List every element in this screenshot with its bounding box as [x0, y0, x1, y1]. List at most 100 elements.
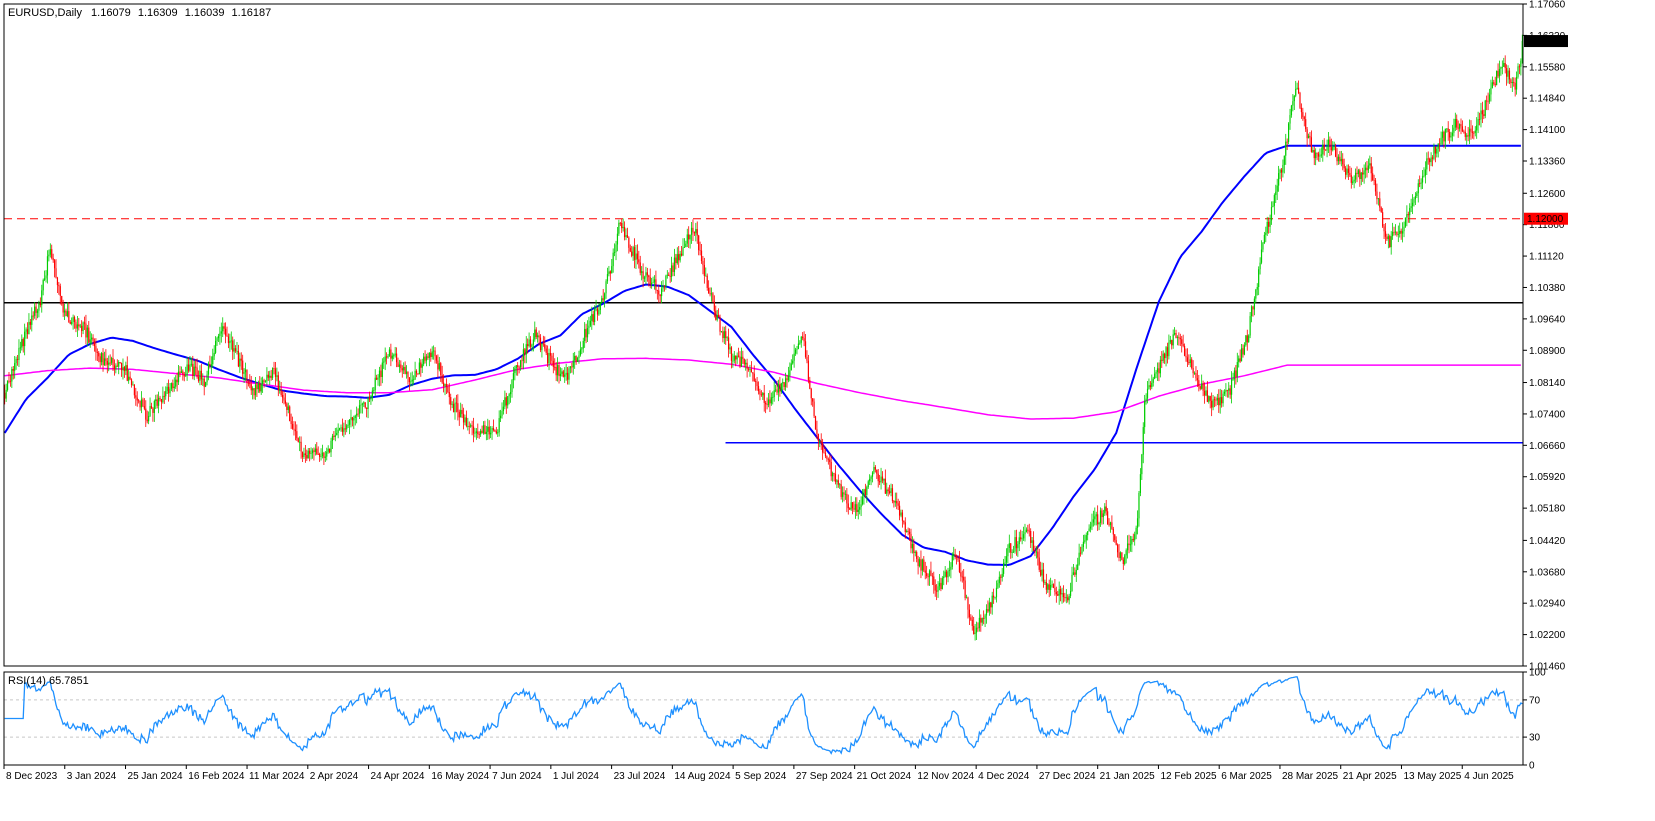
price-axis[interactable]: 1.170601.163201.155801.148401.141001.133… — [1523, 0, 1568, 673]
candle-body — [1458, 124, 1461, 129]
candle-body — [73, 317, 76, 323]
candle-body — [229, 341, 231, 344]
candle-body — [468, 425, 470, 427]
candle-body — [142, 399, 144, 407]
candle-body — [166, 386, 168, 392]
time-axis[interactable]: 8 Dec 2023 3 Jan 2024 25 Jan 2024 16 Feb 20… — [3, 765, 1514, 782]
candle-body — [32, 315, 34, 317]
candle-body — [1155, 372, 1157, 374]
candle-body — [726, 337, 728, 339]
time-tick-label: 4 Jun 2025 — [1464, 771, 1514, 782]
candle-body — [1464, 131, 1466, 137]
candle-body — [511, 379, 513, 392]
candle-body — [219, 333, 221, 336]
candle-body — [495, 431, 497, 434]
candle-body — [1060, 589, 1062, 595]
candle-body — [79, 325, 81, 327]
candle-body — [870, 476, 872, 479]
candle-body — [276, 375, 278, 377]
candle-body — [863, 489, 865, 497]
candle-body — [499, 415, 502, 419]
candle-body — [846, 493, 848, 504]
candle-body — [123, 367, 126, 371]
candle-body — [311, 450, 314, 454]
candle-body — [81, 325, 83, 332]
candle-body — [596, 308, 599, 315]
main-panel[interactable] — [3, 3, 1524, 667]
candle-body — [1088, 528, 1090, 532]
candle-body — [291, 424, 294, 429]
candle-body — [1136, 518, 1139, 528]
candle-body — [197, 376, 200, 381]
candle-body — [1466, 135, 1468, 137]
candle-body — [1409, 208, 1411, 216]
candle-body — [75, 322, 77, 329]
candle-body — [418, 362, 420, 375]
price-tick-label: 1.14840 — [1529, 94, 1566, 105]
candle-body — [150, 406, 153, 409]
candle-body — [571, 366, 573, 368]
candle-body — [859, 507, 861, 510]
candle-body — [423, 356, 425, 365]
candle-body — [588, 325, 590, 329]
candle-body — [224, 328, 227, 336]
candle-body — [1473, 132, 1475, 134]
candle-body — [1171, 340, 1173, 346]
candle-body — [1500, 67, 1502, 69]
candle-body — [527, 344, 529, 347]
candle-body — [556, 365, 559, 376]
candle-body — [1078, 552, 1080, 565]
candle-body — [880, 476, 882, 483]
candle-body — [1112, 528, 1114, 535]
candle-body — [631, 251, 633, 256]
candle-body — [800, 336, 802, 343]
candle-body — [1506, 68, 1508, 77]
candle-body — [662, 285, 664, 289]
candle-body — [604, 293, 606, 300]
candle-body — [1437, 143, 1439, 149]
candle-body — [1443, 131, 1445, 142]
candle-body — [344, 428, 346, 430]
candle-body — [175, 379, 177, 387]
candle-body — [113, 365, 116, 370]
candle-body — [417, 373, 419, 375]
candle-body — [1490, 87, 1492, 95]
candle-body — [1201, 383, 1203, 389]
candle-body — [834, 473, 837, 482]
candle-body — [1336, 156, 1338, 162]
candle-body — [1307, 135, 1310, 139]
candle-body — [105, 358, 107, 361]
candle-body — [558, 365, 560, 377]
candle-body — [943, 576, 945, 579]
candle-body — [779, 383, 781, 392]
candle-body — [1280, 169, 1283, 173]
candle-body — [51, 249, 53, 259]
candle-body — [162, 395, 164, 403]
candle-body — [524, 349, 526, 355]
candle-body — [1111, 522, 1113, 529]
candle-body — [995, 587, 998, 598]
candle-body — [1099, 510, 1102, 523]
candle-body — [451, 403, 453, 405]
candle-body — [1349, 172, 1351, 176]
candle-body — [129, 376, 131, 380]
candle-body — [810, 388, 812, 399]
candle-body — [548, 352, 550, 364]
candle-body — [789, 370, 791, 376]
candle-body — [1302, 112, 1304, 117]
candle-body — [1266, 221, 1268, 233]
candle-body — [1453, 127, 1455, 133]
rsi-panel[interactable]: RSI(14) 65.7851 — [3, 671, 1524, 766]
candle-body — [884, 478, 886, 494]
candle-body — [1239, 358, 1241, 362]
candle-body — [537, 335, 539, 338]
candle-body — [947, 570, 949, 578]
candle-body — [242, 360, 244, 374]
time-tick-label: 28 Mar 2025 — [1282, 771, 1339, 782]
candle-body — [207, 363, 210, 375]
candle-body — [770, 397, 772, 404]
candle-body — [1470, 128, 1472, 132]
candle-body — [11, 369, 13, 382]
